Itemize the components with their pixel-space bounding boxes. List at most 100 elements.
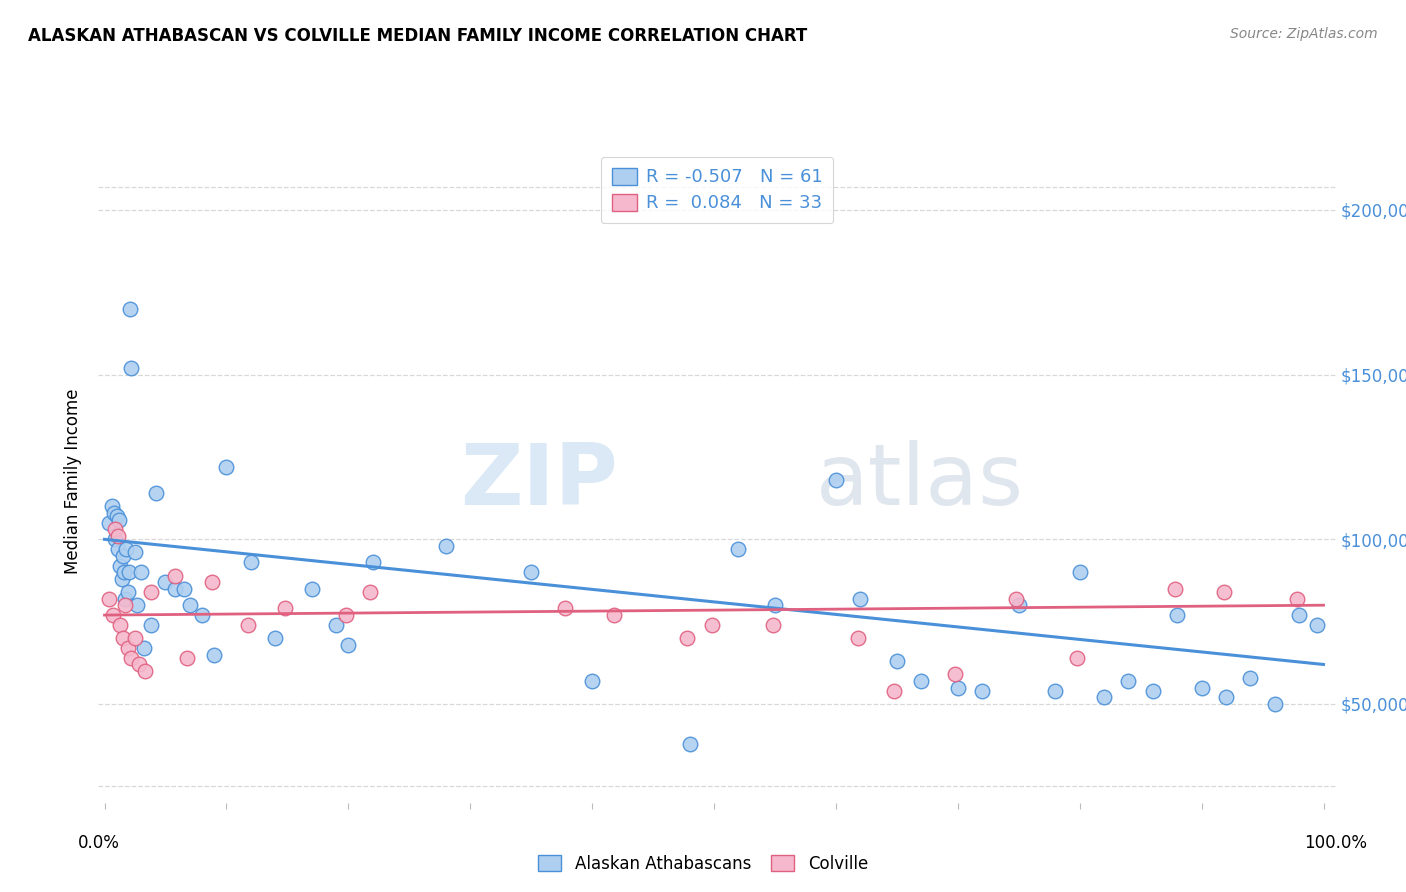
Point (112, 566, 135, 580)
Point (274, 601, 297, 615)
Point (108, 512, 131, 526)
Point (1069, 566, 1091, 580)
Point (101, 608, 124, 623)
Point (120, 301, 142, 316)
Point (337, 638, 360, 652)
Point (1005, 591, 1028, 606)
Point (145, 486, 167, 500)
Point (1306, 618, 1329, 632)
Legend: Alaskan Athabascans, Colville: Alaskan Athabascans, Colville (531, 848, 875, 880)
Point (120, 361, 142, 376)
Point (110, 558, 132, 573)
Point (946, 681, 969, 695)
Point (676, 631, 699, 645)
Point (603, 608, 626, 623)
Point (1212, 585, 1234, 599)
Point (1288, 608, 1310, 623)
Point (103, 506, 125, 520)
Point (972, 683, 994, 698)
Text: 0.0%: 0.0% (77, 834, 120, 852)
Point (114, 598, 136, 612)
Point (215, 459, 238, 474)
Point (107, 529, 129, 543)
Text: atlas: atlas (815, 440, 1024, 524)
Point (139, 618, 162, 632)
Point (554, 601, 576, 615)
Point (1215, 690, 1237, 705)
Point (727, 542, 749, 557)
Point (107, 542, 129, 557)
Point (115, 542, 138, 557)
Point (520, 566, 543, 580)
Point (128, 657, 150, 672)
Point (98, 591, 121, 606)
Point (825, 473, 848, 487)
Text: 100.0%: 100.0% (1305, 834, 1367, 852)
Point (849, 591, 872, 606)
Point (114, 591, 136, 606)
Point (173, 582, 195, 596)
Point (1166, 608, 1188, 623)
Point (1239, 671, 1261, 685)
Point (165, 568, 187, 582)
Point (301, 582, 323, 596)
Point (239, 555, 262, 569)
Point (104, 523, 127, 537)
Point (111, 631, 134, 645)
Text: Source: ZipAtlas.com: Source: ZipAtlas.com (1230, 27, 1378, 41)
Point (1045, 683, 1067, 698)
Legend: R = -0.507   N = 61, R =  0.084   N = 33: R = -0.507 N = 61, R = 0.084 N = 33 (600, 157, 834, 223)
Point (134, 664, 156, 678)
Y-axis label: Median Family Income: Median Family Income (65, 389, 83, 574)
Point (129, 566, 152, 580)
Point (110, 572, 132, 586)
Point (883, 683, 905, 698)
Text: ZIP: ZIP (460, 440, 619, 524)
Point (335, 608, 357, 623)
Point (1118, 673, 1140, 688)
Point (361, 555, 384, 569)
Point (1066, 651, 1088, 665)
Point (761, 618, 783, 632)
Point (700, 618, 723, 632)
Point (127, 598, 149, 612)
Point (943, 667, 966, 681)
Point (120, 651, 142, 665)
Point (886, 654, 908, 668)
Point (124, 545, 146, 559)
Point (176, 651, 198, 665)
Point (191, 608, 214, 623)
Point (118, 566, 141, 580)
Point (1008, 598, 1031, 612)
Point (132, 640, 155, 655)
Point (117, 640, 139, 655)
Point (165, 582, 187, 596)
Point (1164, 582, 1187, 596)
Point (202, 648, 225, 662)
Point (117, 585, 139, 599)
Point (201, 575, 224, 590)
Point (155, 575, 177, 590)
Point (104, 533, 127, 547)
Point (105, 509, 128, 524)
Point (325, 618, 347, 632)
Text: ALASKAN ATHABASCAN VS COLVILLE MEDIAN FAMILY INCOME CORRELATION CHART: ALASKAN ATHABASCAN VS COLVILLE MEDIAN FA… (28, 27, 807, 45)
Point (1092, 690, 1115, 705)
Point (110, 618, 132, 632)
Point (581, 673, 603, 688)
Point (124, 631, 146, 645)
Point (1264, 697, 1286, 711)
Point (98, 516, 121, 530)
Point (101, 500, 124, 514)
Point (139, 585, 162, 599)
Point (1191, 681, 1213, 695)
Point (179, 598, 201, 612)
Point (1285, 591, 1308, 606)
Point (359, 585, 381, 599)
Point (678, 737, 700, 751)
Point (846, 631, 869, 645)
Point (910, 673, 932, 688)
Point (264, 631, 287, 645)
Point (1142, 683, 1164, 698)
Point (111, 549, 134, 563)
